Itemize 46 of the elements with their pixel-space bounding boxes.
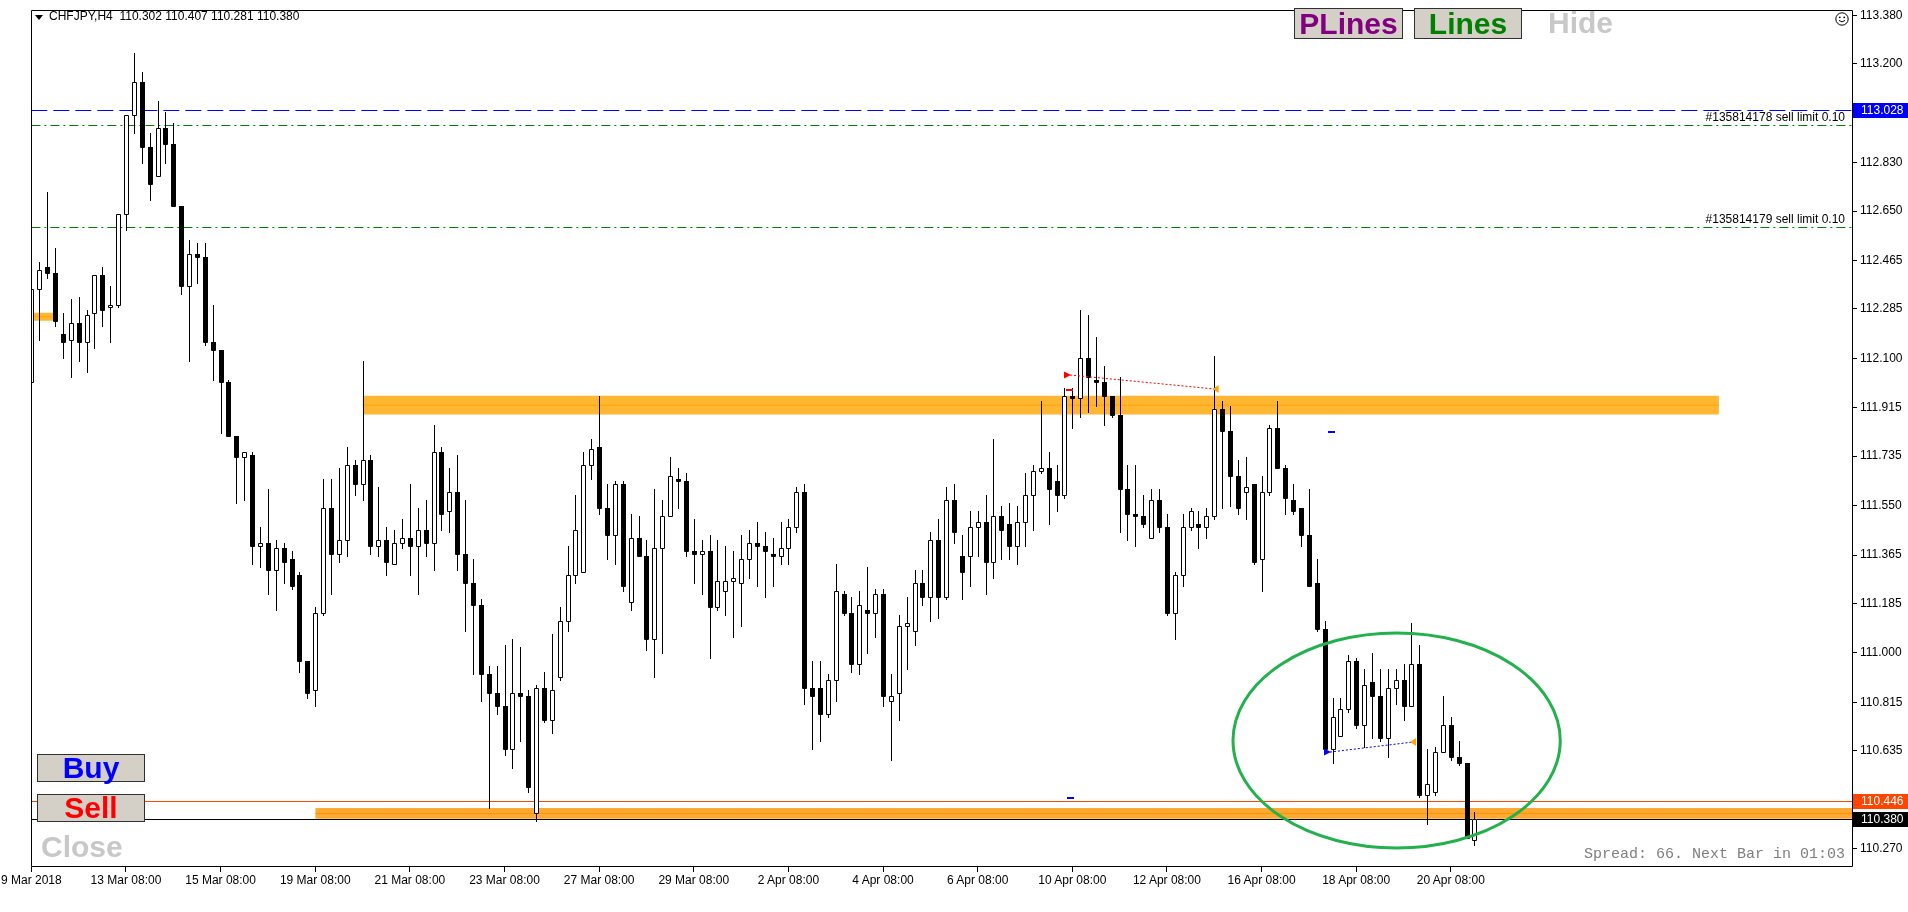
ref-line-label: #135814179 sell limit 0.10 (1705, 211, 1846, 226)
y-tick-label: 113.380 (1860, 7, 1903, 22)
button: Buy (37, 754, 145, 782)
x-tick-label: 29 Mar 08:00 (658, 872, 730, 887)
y-tick-label: 110.635 (1860, 742, 1903, 757)
y-tick-label: 111.915 (1860, 400, 1902, 415)
y-tick-label: 112.465 (1860, 252, 1903, 267)
x-tick-label: 15 Mar 08:00 (185, 872, 257, 887)
x-tick-label: 10 Apr 08:00 (1038, 872, 1107, 887)
x-tick-label: 20 Apr 08:00 (1416, 872, 1486, 887)
chart-title: CHFJPY,H4 110.302 110.407 110.281 110.380 (49, 9, 300, 24)
x-tick-label: 9 Mar 2018 (1, 872, 63, 887)
x-tick-label: 2 Apr 08:00 (757, 872, 820, 887)
x-tick-label: 19 Mar 08:00 (279, 872, 351, 887)
y-tick-label: 110.270 (1860, 840, 1903, 855)
annotation: Buy (62, 751, 120, 784)
y-tick-label: 112.100 (1860, 350, 1903, 365)
y-tick-label: 112.830 (1860, 155, 1903, 170)
y-tick-label: 111.000 (1860, 645, 1902, 660)
ref-line-label: #135814178 sell limit 0.10 (1705, 109, 1846, 124)
button: Lines (1414, 8, 1522, 39)
x-tick-label: 13 Mar 08:00 (90, 872, 162, 887)
ref-line-label: 113.028 (1861, 103, 1904, 118)
ref-line-label: 110.380 (1861, 812, 1904, 827)
y-tick-label: 113.200 (1860, 56, 1903, 71)
button: PLines (1294, 8, 1403, 39)
y-tick-label: 111.735 (1860, 448, 1902, 463)
y-tick-label: 111.185 (1860, 595, 1902, 610)
x-tick-label: 18 Apr 08:00 (1322, 872, 1391, 887)
annotation: Spread: 66. Next Bar in 01:03 (1583, 846, 1845, 863)
y-tick-label: 110.815 (1860, 694, 1903, 709)
y-tick-label: 112.650 (1860, 203, 1903, 218)
x-tick-label: 4 Apr 08:00 (852, 872, 915, 887)
x-tick-label: 6 Apr 08:00 (946, 872, 1009, 887)
x-tick-label: 27 Mar 08:00 (563, 872, 635, 887)
annotation: Sell (64, 791, 118, 824)
annotation: Lines (1428, 6, 1508, 40)
x-tick-label: 21 Mar 08:00 (374, 872, 446, 887)
button: Sell (37, 794, 145, 822)
x-tick-label: 12 Apr 08:00 (1132, 872, 1202, 887)
x-tick-label: 23 Mar 08:00 (469, 872, 541, 887)
ref-line-label: 110.446 (1861, 794, 1904, 809)
y-tick-label: 111.365 (1860, 547, 1902, 562)
y-tick-label: 112.285 (1860, 301, 1903, 316)
x-tick-label: 16 Apr 08:00 (1227, 872, 1296, 887)
y-tick-label: 111.550 (1860, 497, 1902, 512)
